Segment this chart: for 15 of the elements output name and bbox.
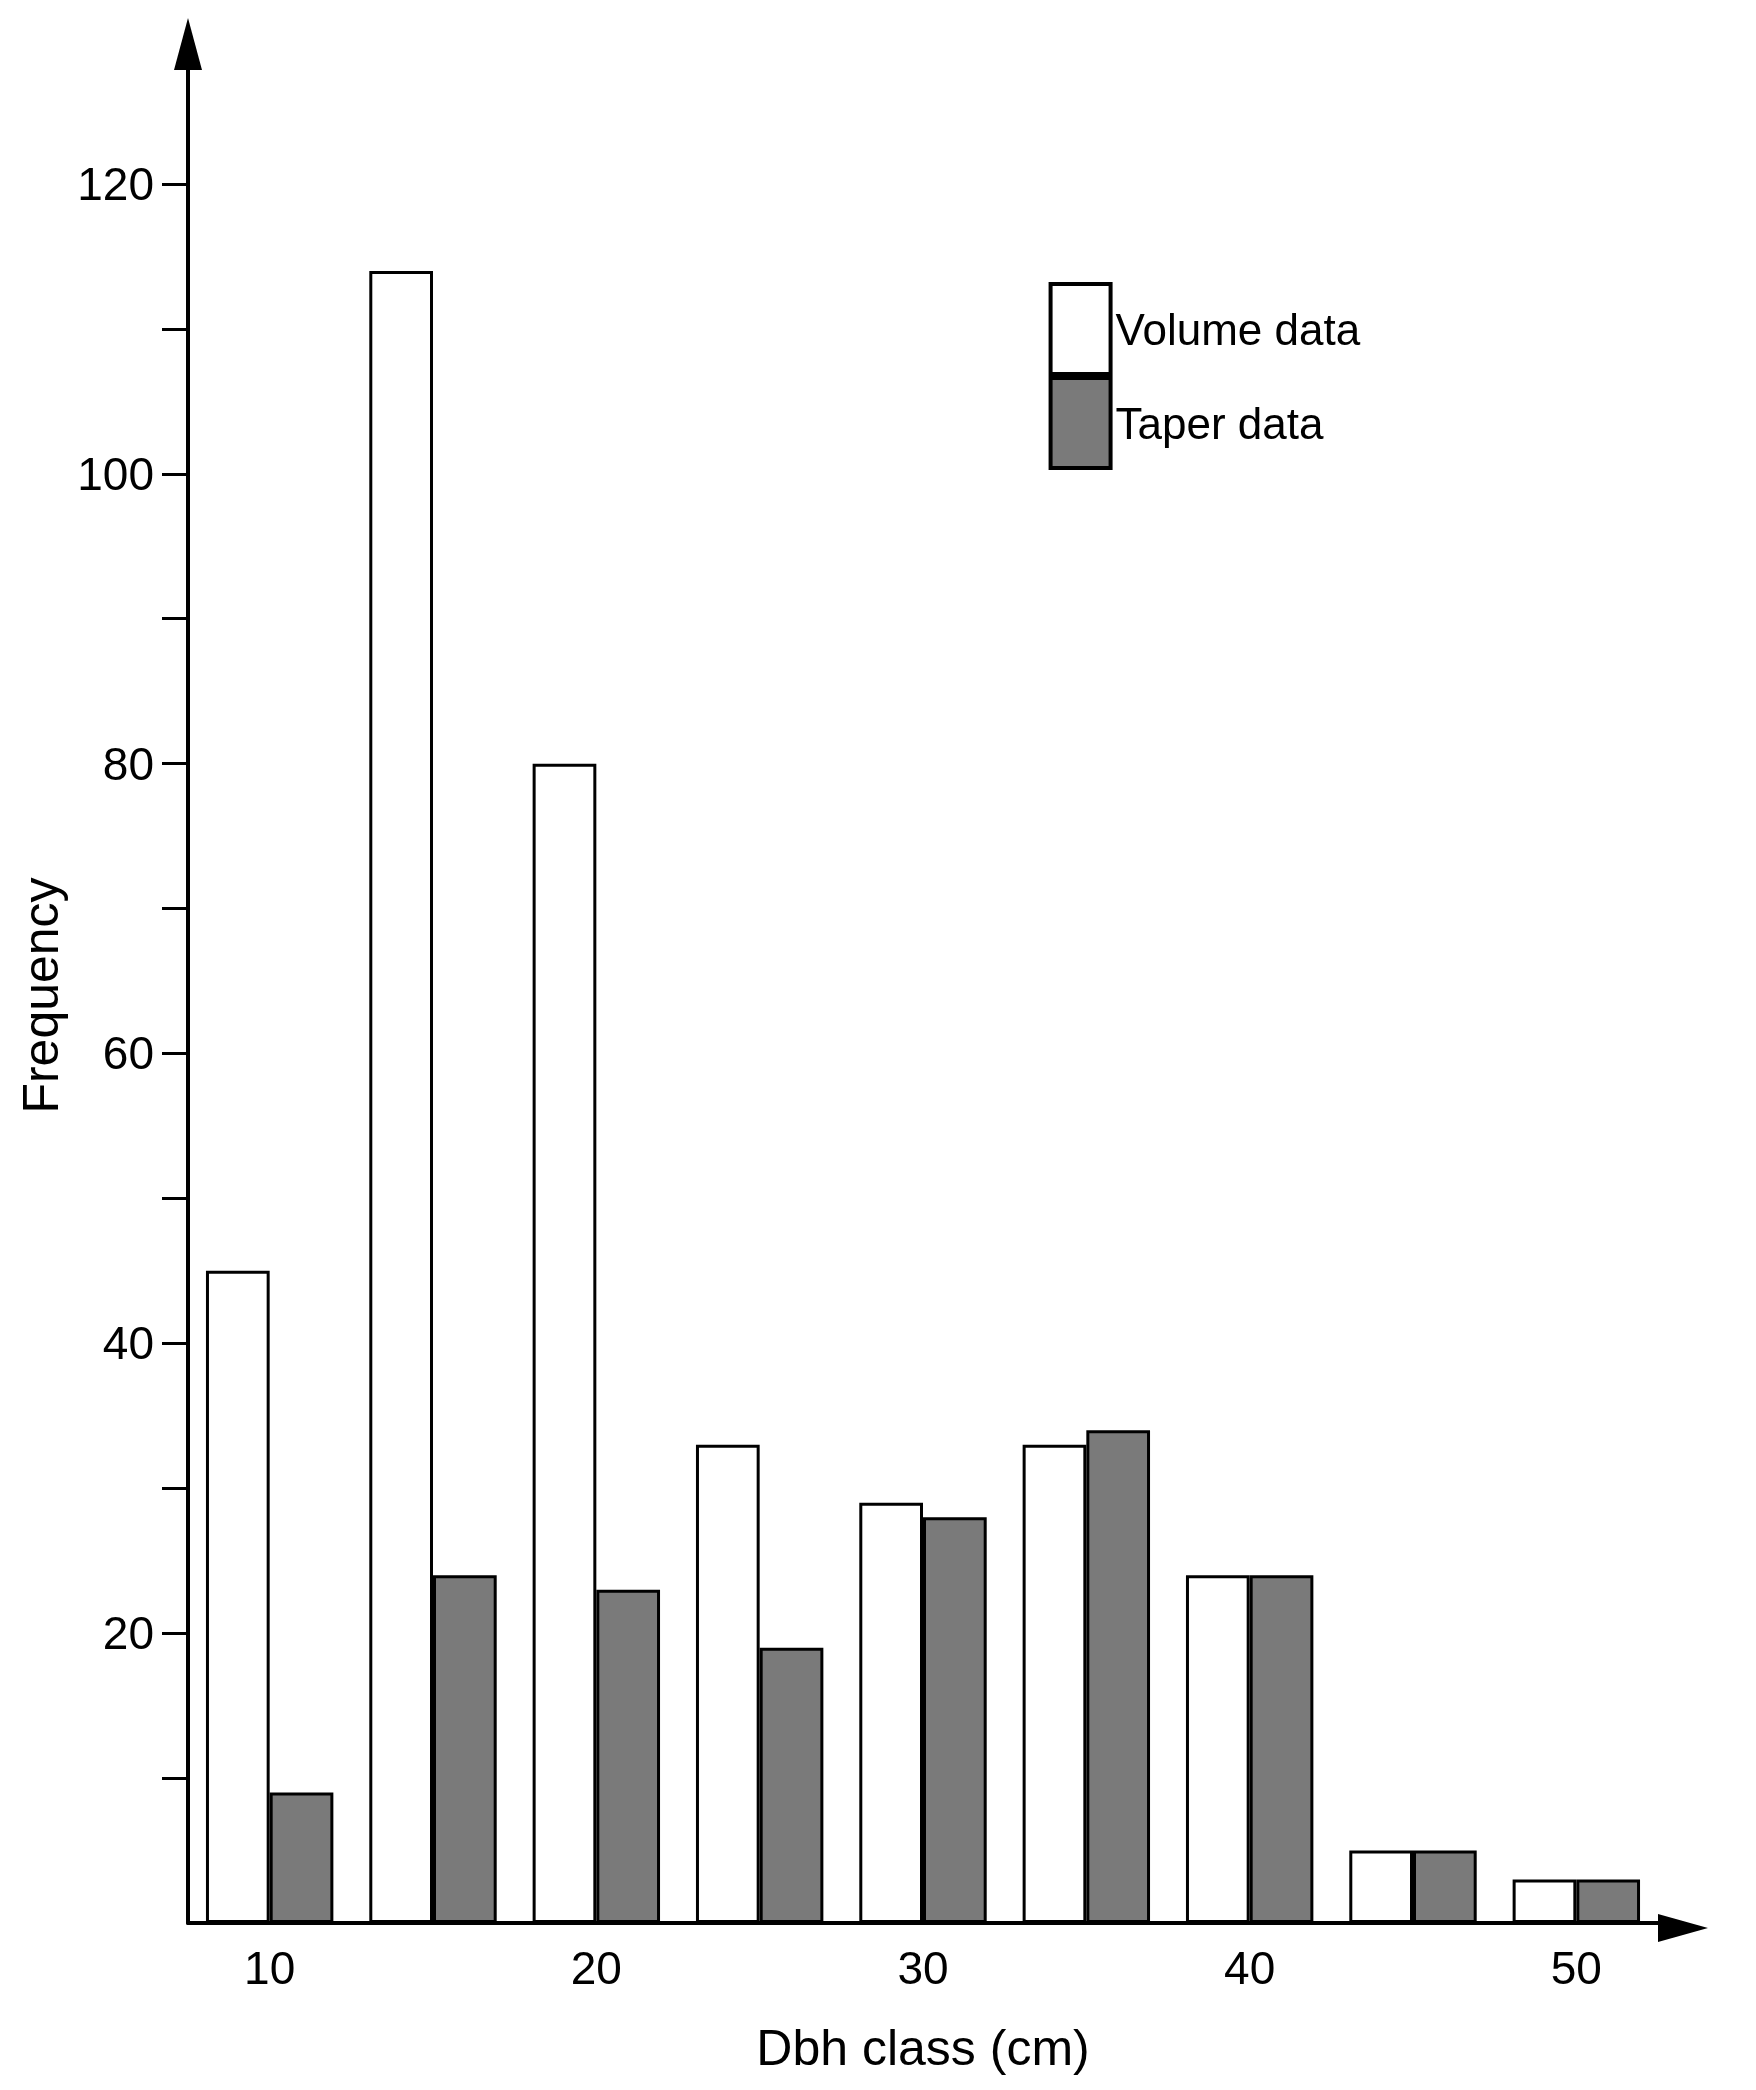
x-tick-label: 50 [1550, 1942, 1602, 1994]
x-tick-label: 30 [897, 1942, 949, 1994]
legend-label: Volume data [1115, 304, 1361, 354]
legend-label: Taper data [1115, 398, 1325, 448]
y-tick-label: 80 [102, 737, 154, 790]
x-tick-label: 10 [244, 1942, 296, 1994]
x-tick-label: 40 [1224, 1942, 1276, 1994]
x-tick-label: 20 [570, 1942, 622, 1994]
x-axis-title: Dbh class (cm) [756, 2020, 1090, 2076]
y-tick-label: 100 [77, 447, 154, 500]
y-tick-label: 20 [102, 1607, 154, 1660]
y-tick-label: 60 [102, 1027, 154, 1080]
y-axis-title: Frequency [13, 877, 70, 1114]
y-tick-label: 120 [77, 157, 154, 210]
y-tick-label: 40 [102, 1317, 154, 1370]
